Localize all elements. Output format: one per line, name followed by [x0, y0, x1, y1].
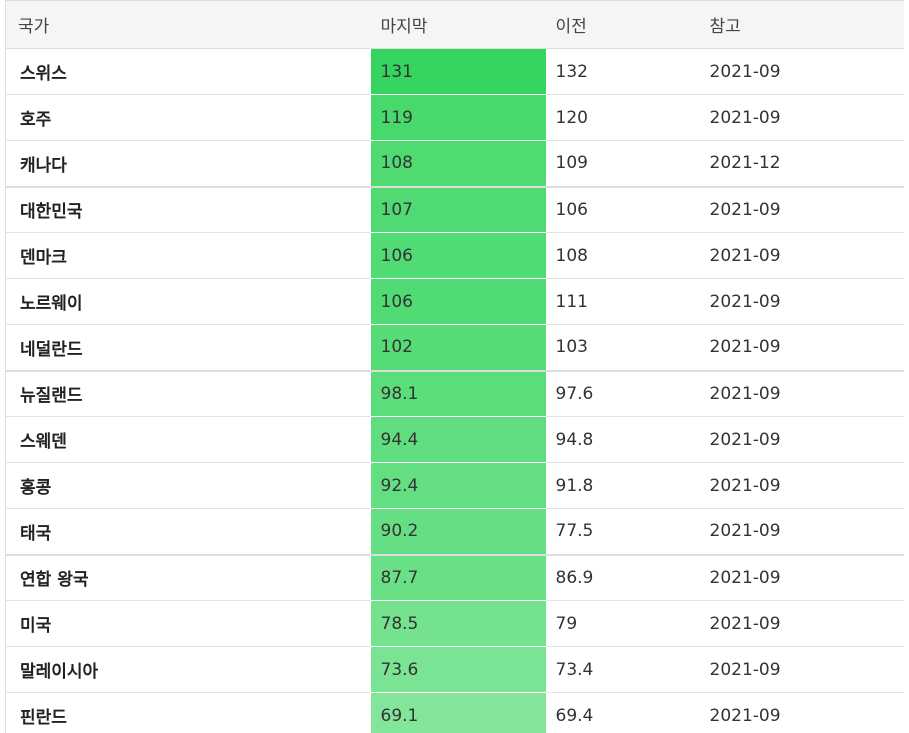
previous-value-cell: 111 — [545, 278, 700, 325]
country-cell[interactable]: 뉴질랜드 — [5, 369, 371, 417]
previous-value-cell: 108 — [545, 232, 700, 279]
last-value-cell: 78.5 — [370, 600, 546, 647]
table-row[interactable]: 대한민국 107 106 2021-09 — [5, 185, 904, 233]
country-cell[interactable]: 호주 — [5, 94, 371, 141]
reference-date-cell: 2021-09 — [699, 94, 904, 141]
last-value-cell: 90.2 — [370, 508, 546, 555]
reference-date-cell: 2021-09 — [699, 600, 904, 647]
previous-value-cell: 120 — [545, 94, 700, 141]
country-cell[interactable]: 네덜란드 — [5, 324, 371, 371]
table-row[interactable]: 태국 90.2 77.5 2021-09 — [5, 508, 904, 555]
previous-value-cell: 103 — [545, 324, 700, 371]
country-cell[interactable]: 태국 — [5, 508, 371, 555]
table-row[interactable]: 호주 119 120 2021-09 — [5, 94, 904, 141]
last-value-cell: 92.4 — [370, 462, 546, 509]
country-cell[interactable]: 스웨덴 — [5, 416, 371, 463]
previous-value-cell: 73.4 — [545, 646, 700, 693]
header-reference[interactable]: 참고 — [699, 0, 904, 49]
table-row[interactable]: 연합 왕국 87.7 86.9 2021-09 — [5, 553, 904, 601]
reference-date-cell: 2021-09 — [699, 48, 904, 95]
reference-date-cell: 2021-09 — [699, 462, 904, 509]
country-cell[interactable]: 덴마크 — [5, 232, 371, 279]
table-row[interactable]: 미국 78.5 79 2021-09 — [5, 600, 904, 647]
reference-date-cell: 2021-09 — [699, 185, 904, 233]
country-cell[interactable]: 노르웨이 — [5, 278, 371, 325]
country-data-table: 국가 마지막 이전 참고 스위스 131 132 2021-09 호주 119 120 202… — [5, 0, 904, 733]
reference-date-cell: 2021-09 — [699, 369, 904, 417]
country-cell[interactable]: 캐나다 — [5, 140, 371, 187]
table-row[interactable]: 캐나다 108 109 2021-12 — [5, 140, 904, 187]
reference-date-cell: 2021-09 — [699, 646, 904, 693]
last-value-cell: 94.4 — [370, 416, 546, 463]
previous-value-cell: 86.9 — [545, 553, 700, 601]
reference-date-cell: 2021-09 — [699, 416, 904, 463]
last-value-cell: 119 — [370, 94, 546, 141]
previous-value-cell: 97.6 — [545, 369, 700, 417]
previous-value-cell: 79 — [545, 600, 700, 647]
reference-date-cell: 2021-09 — [699, 508, 904, 555]
country-cell[interactable]: 연합 왕국 — [5, 553, 371, 601]
table-row[interactable]: 스웨덴 94.4 94.8 2021-09 — [5, 416, 904, 463]
last-value-cell: 108 — [370, 140, 546, 187]
table-row[interactable]: 핀란드 69.1 69.4 2021-09 — [5, 692, 904, 733]
country-cell[interactable]: 말레이시아 — [5, 646, 371, 693]
reference-date-cell: 2021-09 — [699, 692, 904, 733]
last-value-cell: 102 — [370, 324, 546, 371]
previous-value-cell: 109 — [545, 140, 700, 187]
reference-date-cell: 2021-12 — [699, 140, 904, 187]
table-row[interactable]: 스위스 131 132 2021-09 — [5, 48, 904, 95]
last-value-cell: 106 — [370, 232, 546, 279]
table-row[interactable]: 뉴질랜드 98.1 97.6 2021-09 — [5, 369, 904, 417]
data-table-container: 국가 마지막 이전 참고 스위스 131 132 2021-09 호주 119 120 202… — [5, 0, 904, 733]
last-value-cell: 106 — [370, 278, 546, 325]
country-cell[interactable]: 대한민국 — [5, 185, 371, 233]
table-body: 스위스 131 132 2021-09 호주 119 120 2021-09 캐나다 108 109… — [5, 48, 904, 733]
reference-date-cell: 2021-09 — [699, 553, 904, 601]
table-row[interactable]: 덴마크 106 108 2021-09 — [5, 232, 904, 279]
last-value-cell: 107 — [370, 185, 546, 233]
header-country[interactable]: 국가 — [5, 0, 371, 49]
previous-value-cell: 69.4 — [545, 692, 700, 733]
table-header: 국가 마지막 이전 참고 — [5, 0, 904, 49]
header-last[interactable]: 마지막 — [370, 0, 546, 49]
last-value-cell: 98.1 — [370, 369, 546, 417]
table-row[interactable]: 네덜란드 102 103 2021-09 — [5, 324, 904, 371]
country-cell[interactable]: 홍콩 — [5, 462, 371, 509]
last-value-cell: 131 — [370, 48, 546, 95]
previous-value-cell: 91.8 — [545, 462, 700, 509]
table-row[interactable]: 말레이시아 73.6 73.4 2021-09 — [5, 646, 904, 693]
last-value-cell: 87.7 — [370, 553, 546, 601]
country-cell[interactable]: 핀란드 — [5, 692, 371, 733]
last-value-cell: 73.6 — [370, 646, 546, 693]
previous-value-cell: 77.5 — [545, 508, 700, 555]
previous-value-cell: 132 — [545, 48, 700, 95]
previous-value-cell: 94.8 — [545, 416, 700, 463]
reference-date-cell: 2021-09 — [699, 278, 904, 325]
reference-date-cell: 2021-09 — [699, 232, 904, 279]
header-row: 국가 마지막 이전 참고 — [5, 0, 904, 49]
country-cell[interactable]: 스위스 — [5, 48, 371, 95]
country-cell[interactable]: 미국 — [5, 600, 371, 647]
previous-value-cell: 106 — [545, 185, 700, 233]
reference-date-cell: 2021-09 — [699, 324, 904, 371]
table-row[interactable]: 노르웨이 106 111 2021-09 — [5, 278, 904, 325]
table-row[interactable]: 홍콩 92.4 91.8 2021-09 — [5, 462, 904, 509]
last-value-cell: 69.1 — [370, 692, 546, 733]
header-previous[interactable]: 이전 — [545, 0, 700, 49]
